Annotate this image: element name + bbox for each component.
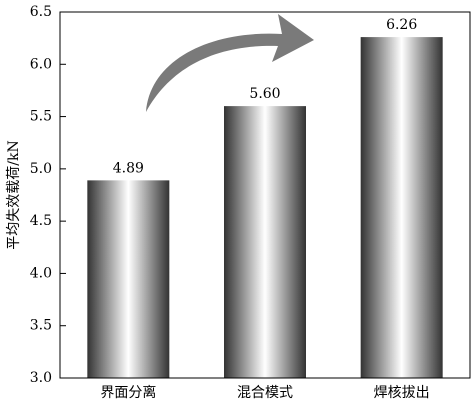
value-label: 6.26: [386, 17, 417, 33]
y-tick-label: 5.5: [30, 109, 52, 125]
y-tick-label: 5.0: [30, 161, 52, 177]
value-label: 5.60: [249, 86, 280, 102]
bar: [360, 37, 443, 379]
x-tick-label: 界面分离: [100, 384, 156, 401]
y-tick-label: 4.5: [30, 213, 52, 229]
trend-arrow: [146, 14, 314, 112]
y-tick-label: 6.0: [30, 56, 52, 72]
plot-frame: [59, 11, 471, 379]
y-tick-label: 4.0: [30, 265, 52, 281]
bar: [87, 180, 170, 378]
y-tick-label: 6.5: [30, 4, 52, 20]
y-tick-label: 3.0: [30, 370, 52, 386]
x-tick-label: 焊核拔出: [374, 385, 430, 401]
value-label: 4.89: [113, 160, 144, 176]
y-tick-label: 3.5: [30, 318, 52, 334]
x-tick-label: 混合模式: [237, 385, 293, 401]
bar: [224, 106, 306, 378]
y-axis-label: 平均失效载荷/kN: [6, 140, 22, 249]
